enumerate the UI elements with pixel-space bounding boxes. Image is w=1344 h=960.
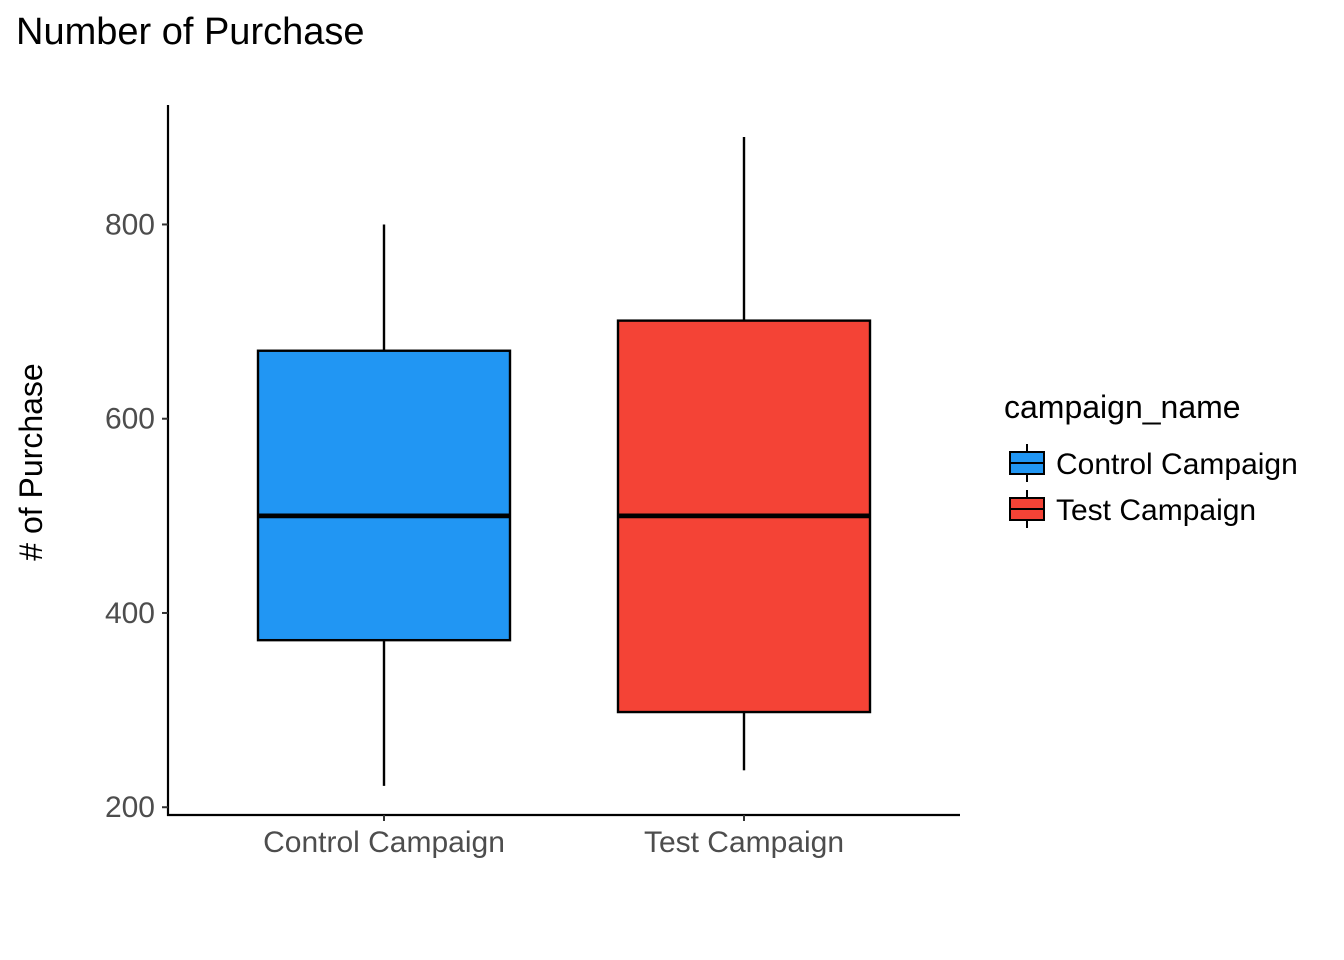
x-tick-label: Test Campaign	[644, 826, 844, 859]
legend-label: Test Campaign	[1056, 494, 1256, 527]
y-tick-label: 600	[105, 403, 155, 436]
box-2	[616, 137, 872, 771]
y-axis-ticks: 200 400 600 800	[105, 208, 168, 824]
legend: campaign_name Control Campaign Test Campa…	[1004, 389, 1298, 528]
y-axis-label: # of Purchase	[13, 363, 49, 560]
y-tick-label: 800	[105, 208, 155, 241]
box-iqr	[256, 349, 512, 642]
legend-item: Test Campaign	[1009, 490, 1256, 528]
legend-item: Control Campaign	[1009, 444, 1298, 482]
y-tick-label: 400	[105, 597, 155, 630]
legend-label: Control Campaign	[1056, 448, 1298, 481]
y-tick-label: 200	[105, 791, 155, 824]
legend-title: campaign_name	[1004, 389, 1241, 425]
plot-area	[256, 137, 872, 786]
x-axis-ticks: Control Campaign Test Campaign	[263, 815, 844, 859]
x-tick-label: Control Campaign	[263, 826, 505, 859]
chart-title: Number of Purchase	[16, 11, 365, 53]
box-1	[256, 224, 512, 786]
